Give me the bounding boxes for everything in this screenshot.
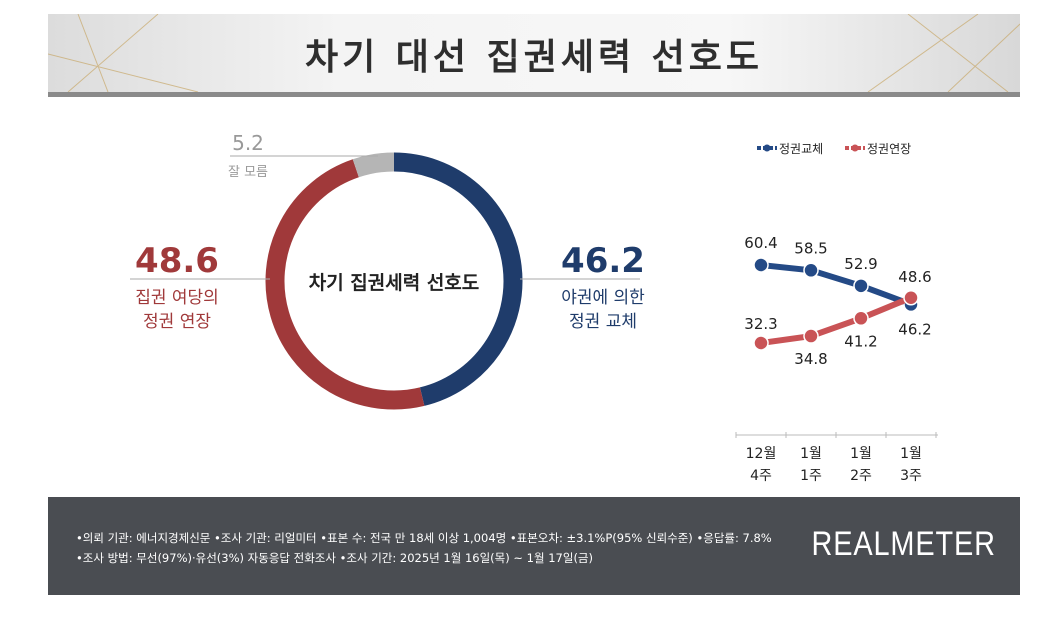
page-title: 차기 대선 집권세력 선호도 (305, 37, 763, 78)
line-chart: 60.4 58.5 52.9 46.2 32.3 34.8 41.2 48.6 정권교체 정권연장… (735, 142, 938, 484)
value-label-extend: 48.6 (135, 241, 219, 281)
donut-slice (393, 152, 523, 406)
x-tick-label: 1주 (800, 468, 822, 484)
legend-marker-dot (851, 144, 859, 152)
slice-label-extend: 집권 여당의 (135, 288, 219, 308)
x-tick-label: 1월 (800, 446, 822, 462)
header-banner: 차기 대선 집권세력 선호도 (48, 14, 1020, 92)
legend-label: 정권연장 (867, 142, 911, 156)
data-point (903, 290, 919, 306)
data-label: 60.4 (744, 234, 777, 252)
data-label: 41.2 (844, 332, 877, 350)
slice-label-change: 정권 교체 (569, 312, 637, 332)
footer: •의뢰 기관: 에너지경제신문 •조사 기관: 리얼미터 •표본 수: 전국 만… (48, 497, 1020, 595)
data-point (753, 257, 769, 273)
data-point (753, 335, 769, 351)
data-point (803, 328, 819, 344)
donut-slice (265, 159, 425, 410)
x-tick-label: 3주 (900, 468, 922, 484)
data-label: 52.9 (844, 255, 877, 273)
legend-label: 정권교체 (779, 142, 823, 156)
x-tick-label: 1월 (850, 446, 872, 462)
data-label: 34.8 (794, 350, 827, 368)
decorative-lines (48, 14, 1020, 92)
value-label-change: 46.2 (561, 241, 645, 281)
slice-label-change: 야권에 의한 (561, 288, 645, 308)
legend-marker-dot (763, 144, 771, 152)
x-tick-label: 1월 (900, 446, 922, 462)
slice-label-extend: 정권 연장 (143, 312, 211, 332)
value-label-unknown: 5.2 (232, 131, 264, 155)
data-point (853, 310, 869, 327)
data-label: 58.5 (794, 239, 827, 257)
footer-survey-method: •조사 방법: 무선(97%)·유선(3%) 자동응답 전화조사 •조사 기간:… (76, 551, 593, 565)
data-point (803, 262, 819, 279)
slice-label-unknown: 잘 모름 (228, 165, 268, 180)
data-label: 32.3 (744, 315, 777, 333)
donut-slice (352, 152, 395, 178)
header-divider (48, 92, 1020, 97)
x-tick-label: 2주 (850, 468, 872, 484)
data-point (853, 278, 869, 294)
series-line (760, 262, 913, 308)
series-line (760, 294, 913, 346)
donut-center-title: 차기 집권세력 선호도 (309, 272, 480, 294)
x-tick-label: 4주 (750, 468, 772, 484)
data-label: 46.2 (898, 320, 931, 338)
realmeter-logo: REALMETER (811, 525, 996, 563)
data-label: 48.6 (898, 268, 931, 286)
x-tick-label: 12월 (746, 446, 777, 462)
footer-survey-info: •의뢰 기관: 에너지경제신문 •조사 기관: 리얼미터 •표본 수: 전국 만… (76, 531, 772, 545)
